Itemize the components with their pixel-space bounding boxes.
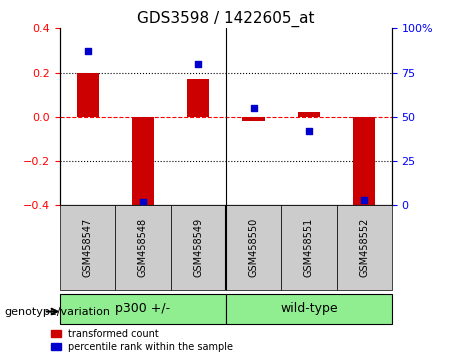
Text: GSM458547: GSM458547 bbox=[83, 218, 93, 278]
Bar bbox=[187, 79, 209, 117]
Title: GDS3598 / 1422605_at: GDS3598 / 1422605_at bbox=[137, 11, 315, 27]
Bar bbox=[242, 117, 265, 121]
Text: GSM458551: GSM458551 bbox=[304, 218, 314, 278]
Text: p300 +/-: p300 +/- bbox=[115, 302, 171, 315]
FancyBboxPatch shape bbox=[281, 205, 337, 290]
Point bbox=[305, 128, 313, 134]
Bar bbox=[298, 113, 320, 117]
FancyBboxPatch shape bbox=[115, 205, 171, 290]
Point bbox=[195, 61, 202, 67]
Point bbox=[139, 199, 147, 205]
Text: GSM458550: GSM458550 bbox=[248, 218, 259, 278]
FancyBboxPatch shape bbox=[60, 205, 115, 290]
Bar bbox=[77, 73, 99, 117]
Point bbox=[250, 105, 257, 111]
FancyBboxPatch shape bbox=[226, 205, 281, 290]
Legend: transformed count, percentile rank within the sample: transformed count, percentile rank withi… bbox=[51, 329, 233, 352]
Text: GSM458548: GSM458548 bbox=[138, 218, 148, 278]
Text: genotype/variation: genotype/variation bbox=[5, 307, 111, 316]
FancyBboxPatch shape bbox=[60, 294, 226, 324]
Bar bbox=[353, 117, 375, 205]
FancyBboxPatch shape bbox=[171, 205, 226, 290]
FancyBboxPatch shape bbox=[226, 294, 392, 324]
Point bbox=[84, 48, 91, 54]
Text: wild-type: wild-type bbox=[280, 302, 337, 315]
Text: GSM458549: GSM458549 bbox=[193, 218, 203, 278]
Text: GSM458552: GSM458552 bbox=[359, 218, 369, 278]
FancyBboxPatch shape bbox=[337, 205, 392, 290]
Bar bbox=[132, 117, 154, 205]
Point bbox=[361, 197, 368, 203]
